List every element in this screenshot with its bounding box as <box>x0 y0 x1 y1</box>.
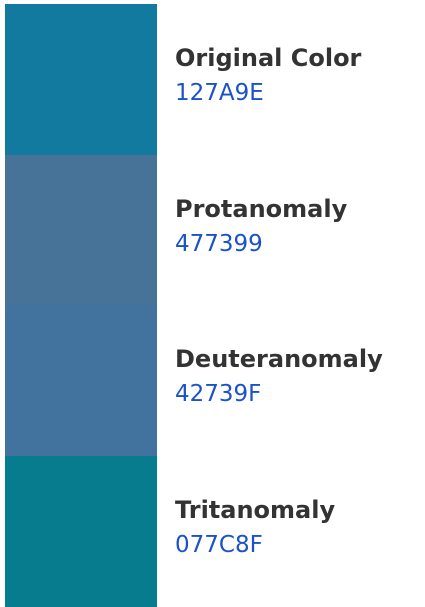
hex-link[interactable]: 42739F <box>175 381 261 407</box>
color-swatch <box>5 305 157 457</box>
color-name: Original Color <box>175 44 361 72</box>
hex-link[interactable]: 477399 <box>175 231 263 257</box>
swatch-row: Deuteranomaly 42739F <box>0 305 425 457</box>
swatch-row: Original Color 127A9E <box>0 4 425 156</box>
hex-link[interactable]: 077C8F <box>175 532 263 558</box>
swatch-row: Protanomaly 477399 <box>0 155 425 307</box>
color-swatch <box>5 4 157 156</box>
color-swatch <box>5 155 157 307</box>
color-swatch <box>5 456 157 607</box>
hex-link[interactable]: 127A9E <box>175 80 264 106</box>
color-name: Tritanomaly <box>175 496 335 524</box>
color-name: Protanomaly <box>175 195 347 223</box>
swatch-row: Tritanomaly 077C8F <box>0 456 425 607</box>
color-name: Deuteranomaly <box>175 345 383 373</box>
